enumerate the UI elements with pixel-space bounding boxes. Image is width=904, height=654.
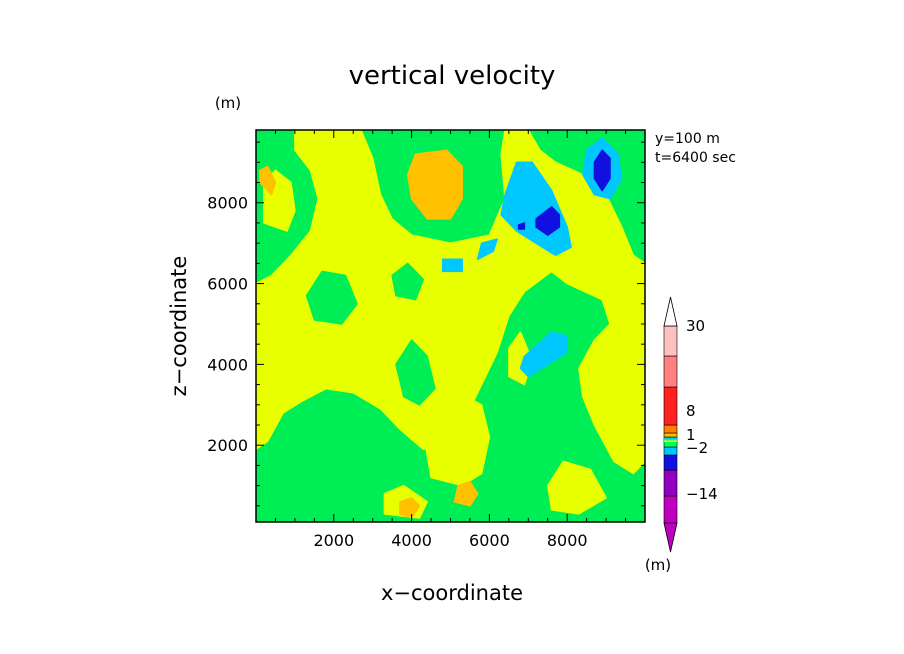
colorbar-fine-stripe <box>664 437 677 439</box>
contour-region-weak-negative-13 <box>500 161 572 257</box>
y-tick-label: 2000 <box>207 436 248 455</box>
contour-region-moderate-positive-10 <box>259 165 277 196</box>
colorbar-segment <box>663 469 678 497</box>
annotation-y-position: y=100 m <box>655 131 720 147</box>
x-tick-label: 6000 <box>469 531 510 550</box>
contour-region-strong-negative-18 <box>535 206 561 236</box>
chart-title: vertical velocity <box>349 61 556 91</box>
colorbar-label: −2 <box>686 439 708 457</box>
contour-region-moderate-positive-11 <box>453 480 479 507</box>
contour-region-strong-negative-20 <box>517 222 526 230</box>
colorbar-label: −14 <box>686 485 718 503</box>
contour-region-near-zero-8 <box>391 262 425 301</box>
colorbar-segment <box>663 432 678 438</box>
contour-region-near-zero-6 <box>395 339 436 406</box>
colorbar-segment <box>663 424 678 434</box>
colorbar-fine-stripe <box>664 440 677 442</box>
axis-ticks: 2000 4000 6000 8000 2000 4000 6000 8000 <box>207 130 645 550</box>
x-tick-label: 8000 <box>547 531 588 550</box>
y-unit-label: (m) <box>215 94 241 112</box>
contour-region-weak-negative-15 <box>519 331 568 378</box>
annotation-time: t=6400 sec <box>655 150 736 166</box>
x-tick-label: 4000 <box>391 531 432 550</box>
colorbar-segment <box>663 386 678 426</box>
y-tick-label: 6000 <box>207 275 248 294</box>
colorbar-fine-stripe <box>664 439 677 441</box>
colorbar-segment <box>663 454 678 471</box>
contour-region-weak-positive-3 <box>547 460 607 515</box>
contour-region-strong-negative-19 <box>593 149 611 192</box>
colorbar-min-arrow <box>663 522 678 553</box>
contour-region-near-zero-7 <box>305 270 358 325</box>
colorbar-segment-highest <box>663 325 678 357</box>
contour-region-weak-negative-16 <box>441 258 463 273</box>
colorbar-segment <box>663 355 678 388</box>
x-axis-label: x−coordinate <box>381 581 523 605</box>
colorbar-unit-label: (m) <box>645 556 671 574</box>
contour-region-weak-negative-17 <box>476 238 498 261</box>
colorbar: 30 8 1−2 −14 <box>663 296 718 553</box>
colorbar-label: 30 <box>686 317 705 335</box>
colorbar-segment-lowest <box>663 495 678 524</box>
colorbar-segment <box>663 446 678 456</box>
contour-field <box>256 130 645 522</box>
contour-region-moderate-positive-12 <box>399 497 421 519</box>
y-tick-label: 8000 <box>207 194 248 213</box>
colorbar-label: 1 <box>686 426 696 444</box>
colorbar-max-arrow <box>663 296 678 327</box>
x-tick-label: 2000 <box>313 531 354 550</box>
y-axis-label: z−coordinate <box>167 256 191 397</box>
colorbar-label: 8 <box>686 402 696 420</box>
y-tick-label: 4000 <box>207 355 248 374</box>
contour-region-moderate-positive-9 <box>406 149 463 220</box>
